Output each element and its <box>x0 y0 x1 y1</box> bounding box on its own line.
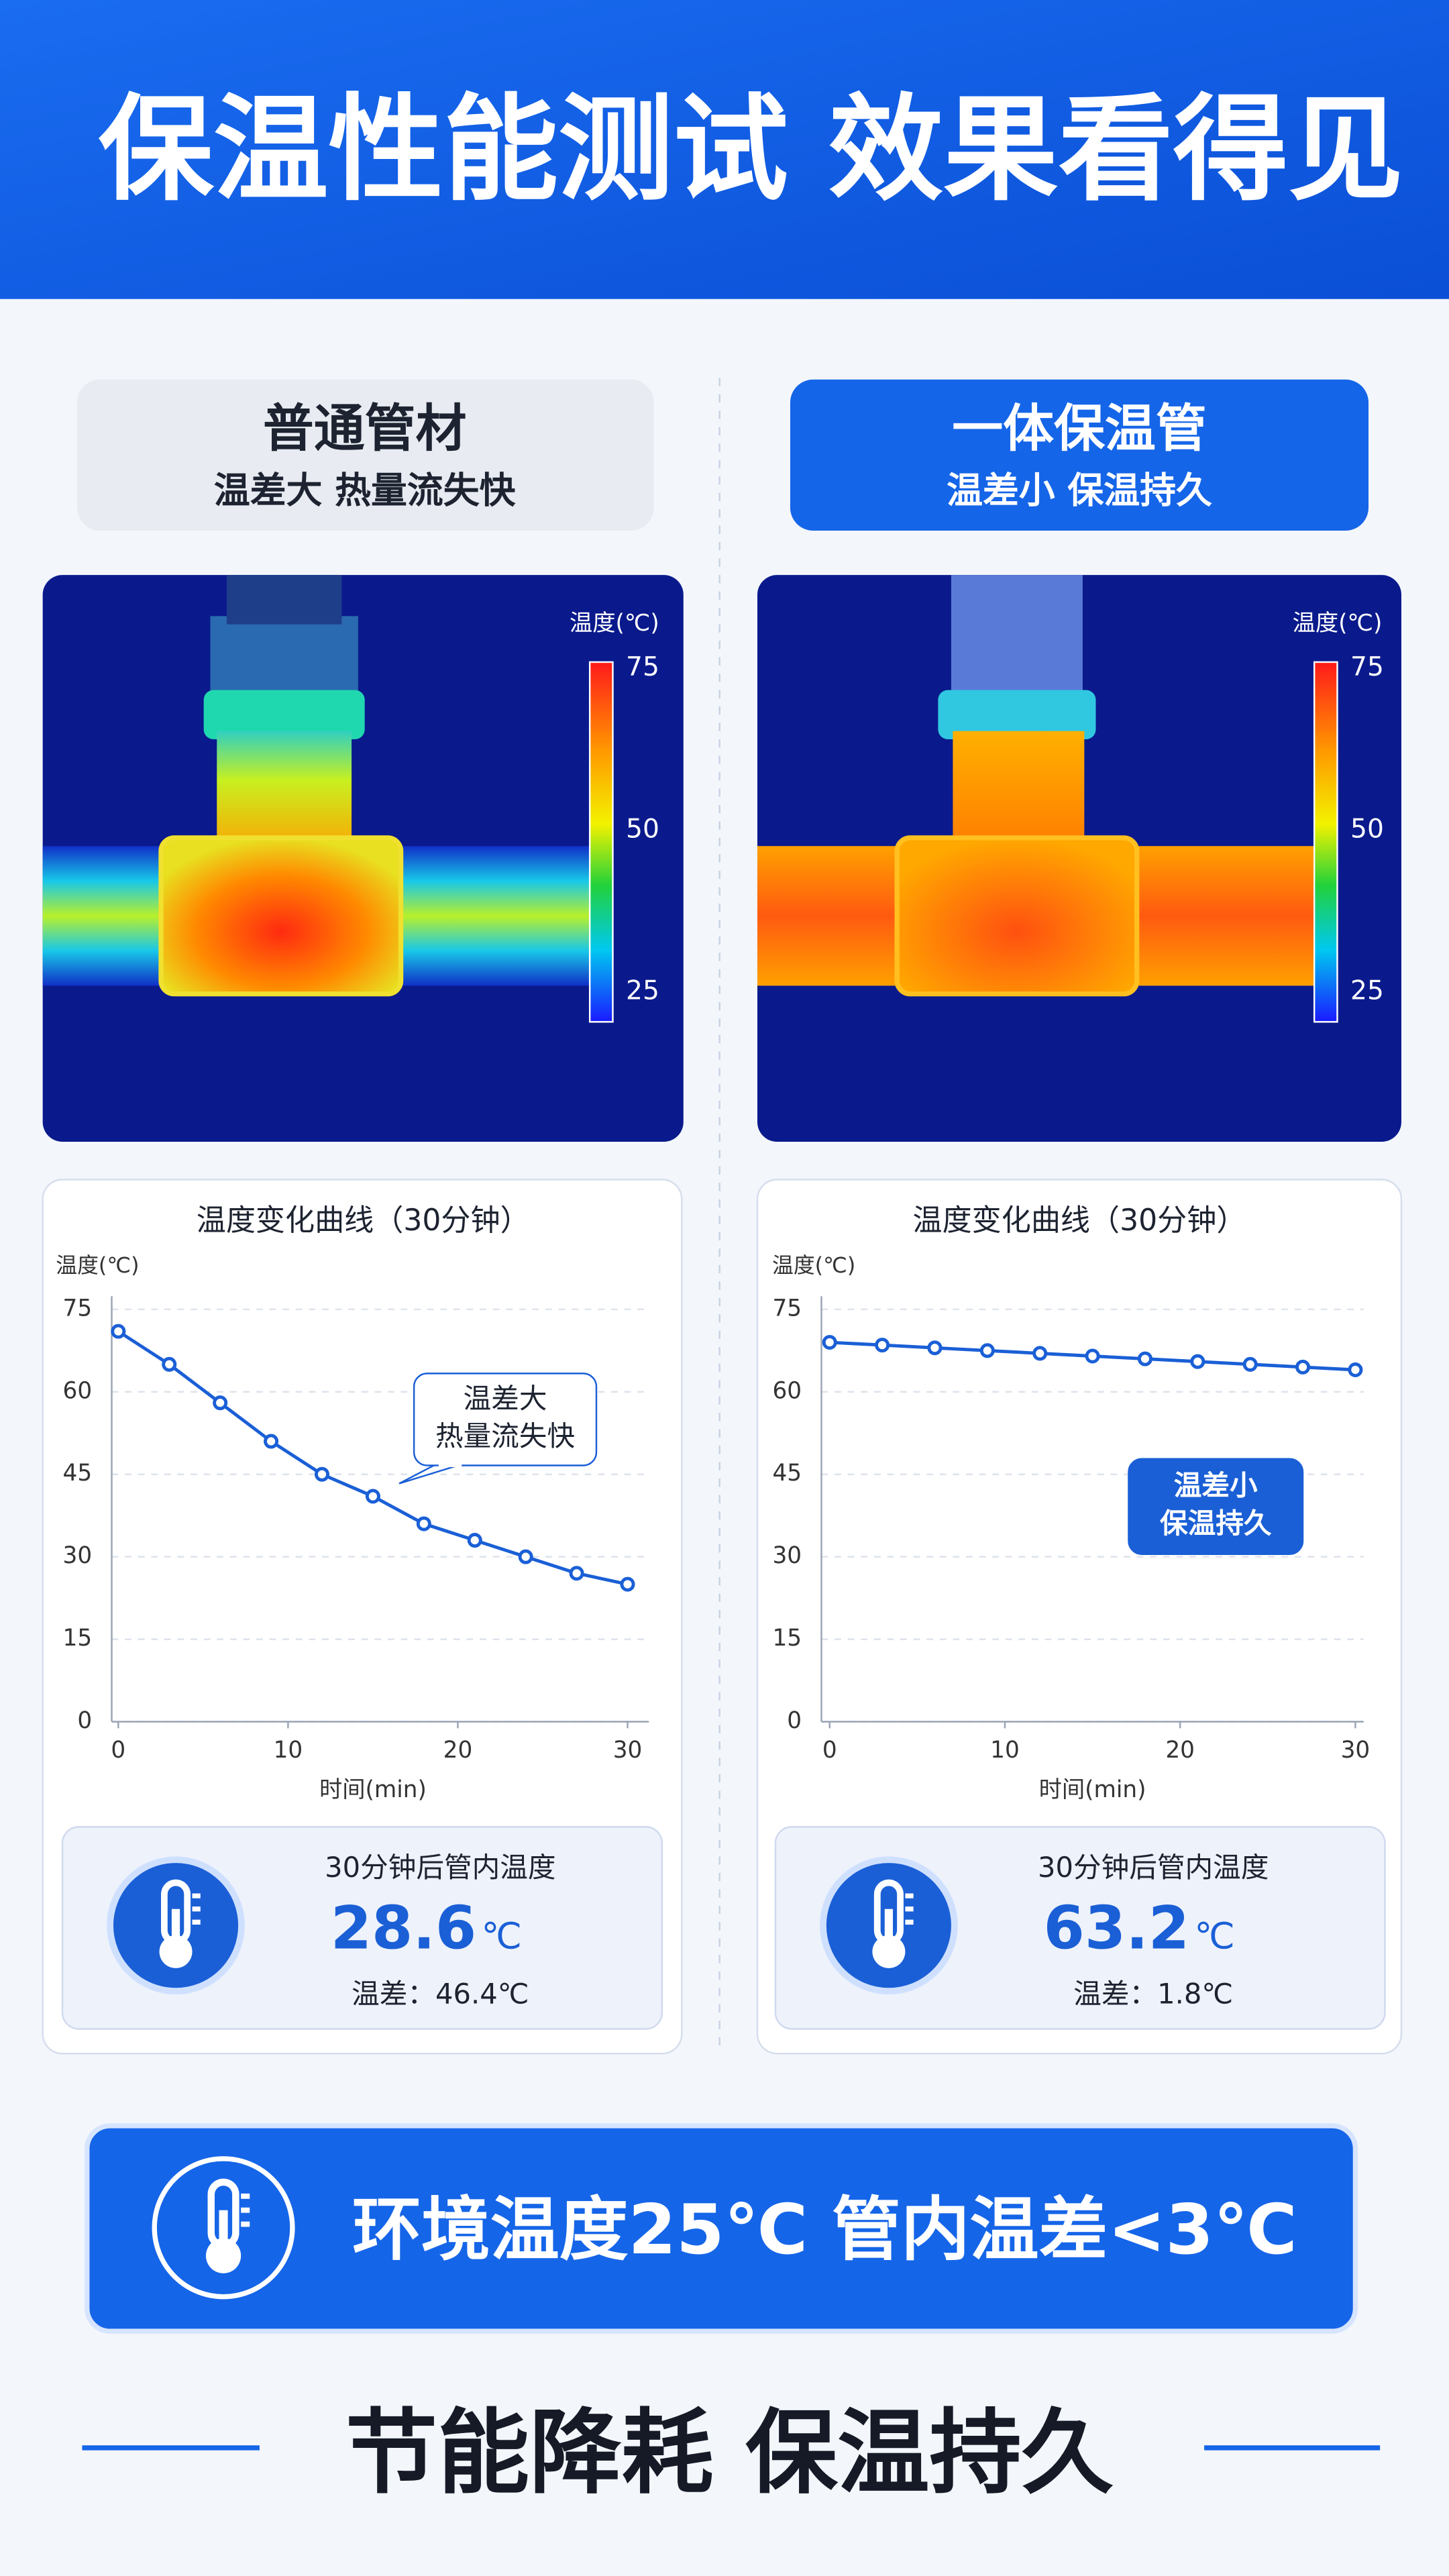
scale-tick-label: 75 <box>1350 652 1384 682</box>
x-axis-label: 时间(min) <box>1039 1776 1146 1803</box>
x-tick-label: 10 <box>274 1737 303 1764</box>
panel-title: 一体保温管 <box>952 399 1207 458</box>
scale-tick-label: 25 <box>626 976 659 1006</box>
y-tick-label: 0 <box>77 1707 92 1734</box>
data-point <box>1032 1346 1048 1361</box>
annotation-text: 温差小 <box>1174 1469 1258 1502</box>
data-point <box>1295 1359 1311 1375</box>
y-tick-label: 75 <box>63 1295 93 1322</box>
label-box <box>790 379 1368 531</box>
scale-tick-label: 50 <box>626 814 659 844</box>
annotation-text: 保温持久 <box>1160 1507 1272 1540</box>
data-point <box>1137 1351 1152 1366</box>
x-tick-label: 30 <box>1341 1737 1371 1764</box>
data-point <box>213 1395 228 1411</box>
data-point <box>1348 1362 1363 1378</box>
data-point <box>927 1340 943 1356</box>
thermal-image <box>42 575 684 1142</box>
y-axis-label: 温度(℃) <box>772 1252 855 1278</box>
scale-tick-label: 25 <box>1350 976 1384 1006</box>
data-point <box>264 1434 279 1449</box>
y-axis-label: 温度(℃) <box>56 1252 139 1278</box>
panel-subtitle: 温差大 热量流失快 <box>214 469 517 511</box>
y-tick-label: 30 <box>772 1542 802 1569</box>
label-box <box>77 379 654 531</box>
result-label: 30分钟后管内温度 <box>325 1851 555 1884</box>
data-point <box>875 1338 890 1353</box>
data-point <box>314 1466 330 1482</box>
data-point <box>518 1549 533 1564</box>
result-value: 28.6 <box>331 1893 477 1962</box>
y-tick-label: 15 <box>772 1625 802 1652</box>
result-value: 63.2 <box>1044 1893 1190 1962</box>
result-unit: ℃ <box>482 1915 523 1957</box>
y-tick-label: 45 <box>772 1460 802 1487</box>
annotation-text: 热量流失快 <box>435 1419 575 1452</box>
x-tick-label: 0 <box>111 1737 125 1764</box>
x-tick-label: 30 <box>613 1737 643 1764</box>
data-point <box>822 1334 837 1350</box>
data-point <box>365 1489 380 1504</box>
chart-title: 温度变化曲线（30分钟） <box>197 1203 530 1238</box>
scale-tick-label: 50 <box>1350 814 1384 844</box>
diff-label: 温差：46.4℃ <box>352 1978 529 2010</box>
banner <box>85 2123 1358 2334</box>
annotation-box <box>1128 1458 1304 1555</box>
y-tick-label: 60 <box>63 1377 93 1404</box>
annotation-text: 温差大 <box>464 1382 547 1415</box>
data-point <box>111 1324 126 1339</box>
y-tick-label: 30 <box>63 1542 93 1569</box>
result-label: 30分钟后管内温度 <box>1038 1851 1269 1884</box>
panel-subtitle: 温差小 保温持久 <box>947 469 1212 511</box>
scale-tick-label: 75 <box>626 652 659 682</box>
color-scale <box>588 661 614 1023</box>
data-point <box>620 1576 635 1592</box>
x-tick-label: 10 <box>990 1737 1020 1764</box>
panel-title: 普通管材 <box>263 399 467 458</box>
header-bar <box>0 0 1449 299</box>
result-unit: ℃ <box>1194 1915 1235 1957</box>
y-tick-label: 60 <box>772 1377 802 1404</box>
annotation-box <box>413 1373 598 1466</box>
x-tick-label: 20 <box>443 1737 473 1764</box>
color-scale <box>1313 661 1338 1023</box>
y-tick-label: 45 <box>63 1460 93 1487</box>
data-point <box>467 1533 482 1548</box>
x-tick-label: 20 <box>1165 1737 1195 1764</box>
scale-label: 温度(℃) <box>570 610 659 637</box>
diff-label: 温差：1.8℃ <box>1073 1978 1233 2010</box>
chart-title: 温度变化曲线（30分钟） <box>913 1203 1246 1238</box>
banner-icon <box>152 2156 295 2300</box>
data-point <box>569 1566 584 1581</box>
data-point <box>1190 1354 1205 1369</box>
y-tick-label: 75 <box>772 1295 802 1322</box>
data-point <box>162 1356 177 1372</box>
data-point <box>1085 1348 1100 1364</box>
header-title: 保温性能测试 效果看得见 <box>99 83 1403 217</box>
y-tick-label: 15 <box>63 1625 93 1652</box>
y-tick-label: 0 <box>787 1707 802 1734</box>
data-point <box>416 1516 431 1532</box>
footer-text: 节能降耗 保温持久 <box>345 2400 1114 2507</box>
x-axis-label: 时间(min) <box>319 1776 427 1803</box>
thermal-image <box>757 575 1401 1142</box>
data-point <box>979 1343 995 1358</box>
data-point <box>1242 1356 1258 1372</box>
banner-text: 环境温度25℃ 管内温差<3℃ <box>352 2190 1297 2270</box>
x-tick-label: 0 <box>822 1737 837 1764</box>
scale-label: 温度(℃) <box>1293 610 1383 637</box>
